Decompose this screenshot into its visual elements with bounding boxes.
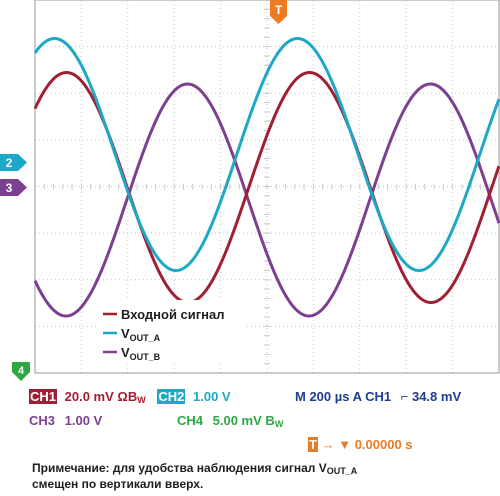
ch2-label[interactable]: CH2 [157, 389, 186, 404]
screen-border [34, 0, 500, 374]
ch3-marker-label: 3 [6, 181, 13, 195]
timebase-readout: M 200 µs A CH1 ⌐ 34.8 mV [295, 389, 461, 404]
ch4-label[interactable]: CH4 [177, 413, 204, 428]
ch2-scale: 1.00 V [193, 389, 231, 404]
ch2-marker-label: 2 [6, 156, 13, 170]
arrow-right-icon: → [321, 437, 335, 452]
caption-note: Примечание: для удобства наблюдения сигн… [32, 462, 357, 491]
caption-line-1: Примечание: для удобства наблюдения сигн… [32, 461, 358, 477]
ch3-scale: 1.00 V [64, 413, 103, 428]
falling-edge-icon: ⌐ [400, 389, 409, 404]
legend-label-input: Входной сигнал [121, 307, 225, 322]
ch2-ground-marker[interactable]: 2 [0, 154, 27, 171]
waveform-vout-a [33, 37, 500, 272]
caption-line-2: смещен по вертикали вверх. [32, 477, 204, 491]
ch4-marker-label: 4 [18, 365, 25, 377]
legend-label-vout-b: VOUT_B [121, 345, 161, 362]
status-row-1: CH1 20.0 mV ΩBW CH2 1.00 V [29, 389, 231, 405]
ch1-label[interactable]: CH1 [29, 389, 58, 404]
legend-label-vout-a: VOUT_A [121, 326, 161, 343]
ch3-ground-marker[interactable]: 3 [0, 179, 27, 196]
triangle-down-icon: ▼ [338, 437, 352, 452]
timebase-value: M 200 µs A CH1 [295, 389, 392, 404]
ch4-readout: CH4 5.00 mV BW [177, 413, 283, 429]
trigger-position-value: 0.00000 s [354, 437, 413, 452]
ch3-readout: CH3 1.00 V [29, 413, 102, 428]
ch4-ground-marker[interactable]: 4 [12, 362, 30, 381]
ch3-label[interactable]: CH3 [29, 413, 56, 428]
trigger-position-readout: T → ▼ 0.00000 s [308, 437, 413, 452]
ch1-scale: 20.0 mV ΩBW [64, 389, 146, 405]
ch4-scale: 5.00 mV BW [212, 413, 284, 429]
legend: Входной сигнал VOUT_A VOUT_B [103, 307, 225, 362]
trigger-position-marker[interactable]: T [308, 437, 318, 452]
legend-background [97, 300, 247, 364]
trigger-level: 34.8 mV [411, 389, 462, 404]
oscilloscope-screen: T 2 3 4 Входной сигнал VOUT_A VOUT_B [0, 0, 500, 381]
trigger-marker[interactable]: T [270, 0, 287, 24]
trigger-marker-label: T [275, 3, 283, 17]
waveform-vout-b [33, 82, 500, 318]
